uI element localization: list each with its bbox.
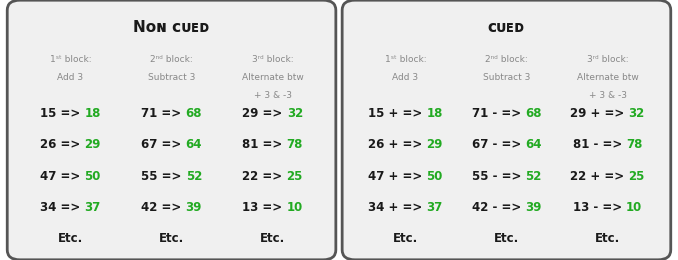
Text: Etc.: Etc.: [595, 232, 620, 245]
Text: 32: 32: [629, 107, 645, 120]
Text: + 3 & -3: + 3 & -3: [589, 91, 626, 100]
Text: 64: 64: [525, 139, 542, 152]
Text: 52: 52: [525, 170, 542, 183]
Text: Add 3: Add 3: [393, 73, 418, 82]
Text: 15 =>: 15 =>: [40, 107, 85, 120]
Text: + 3 & -3: + 3 & -3: [254, 91, 292, 100]
Text: 42 =>: 42 =>: [141, 201, 186, 214]
Text: Alternate btw: Alternate btw: [577, 73, 639, 82]
Text: 3ʳᵈ block:: 3ʳᵈ block:: [252, 55, 294, 64]
Text: 29 =>: 29 =>: [242, 107, 287, 120]
Text: 81 =>: 81 =>: [242, 139, 287, 152]
Text: 52: 52: [186, 170, 202, 183]
Text: Add 3: Add 3: [58, 73, 83, 82]
Text: 64: 64: [186, 139, 202, 152]
Text: 50: 50: [85, 170, 101, 183]
Text: Alternate btw: Alternate btw: [242, 73, 304, 82]
Text: 42 - =>: 42 - =>: [472, 201, 525, 214]
Text: Subtract 3: Subtract 3: [483, 73, 530, 82]
Text: 55 =>: 55 =>: [141, 170, 186, 183]
Text: 22 =>: 22 =>: [242, 170, 287, 183]
Text: 32: 32: [287, 107, 303, 120]
Text: 37: 37: [426, 201, 443, 214]
Text: 34 + =>: 34 + =>: [368, 201, 426, 214]
Text: Subtract 3: Subtract 3: [148, 73, 195, 82]
Text: 25: 25: [629, 170, 645, 183]
Text: 29: 29: [85, 139, 101, 152]
Text: Etc.: Etc.: [159, 232, 184, 245]
Text: 37: 37: [85, 201, 101, 214]
Text: ᴄᴜᴇᴅ: ᴄᴜᴇᴅ: [487, 20, 525, 35]
Text: 71 - =>: 71 - =>: [472, 107, 525, 120]
FancyBboxPatch shape: [7, 0, 336, 260]
Text: Etc.: Etc.: [58, 232, 83, 245]
Text: 26 + =>: 26 + =>: [368, 139, 426, 152]
Text: 13 =>: 13 =>: [243, 201, 287, 214]
Text: 78: 78: [626, 139, 643, 152]
Text: 10: 10: [626, 201, 642, 214]
Text: 29 + =>: 29 + =>: [570, 107, 629, 120]
Text: 18: 18: [426, 107, 443, 120]
Text: 34 =>: 34 =>: [40, 201, 85, 214]
Text: 1ˢᵗ block:: 1ˢᵗ block:: [384, 55, 426, 64]
Text: 50: 50: [426, 170, 443, 183]
Text: 29: 29: [426, 139, 443, 152]
Text: 18: 18: [85, 107, 101, 120]
Text: 55 - =>: 55 - =>: [471, 170, 525, 183]
Text: 78: 78: [287, 139, 303, 152]
Text: 47 =>: 47 =>: [40, 170, 85, 183]
Text: 2ⁿᵈ block:: 2ⁿᵈ block:: [150, 55, 193, 64]
Text: 81 - =>: 81 - =>: [573, 139, 626, 152]
Text: 26 =>: 26 =>: [40, 139, 85, 152]
Text: 10: 10: [287, 201, 303, 214]
Text: 15 + =>: 15 + =>: [368, 107, 426, 120]
Text: 13 - =>: 13 - =>: [573, 201, 626, 214]
Text: 67 =>: 67 =>: [141, 139, 186, 152]
Text: 25: 25: [287, 170, 303, 183]
Text: 1ˢᵗ block:: 1ˢᵗ block:: [49, 55, 92, 64]
Text: 71 =>: 71 =>: [141, 107, 185, 120]
FancyBboxPatch shape: [342, 0, 671, 260]
Text: Nᴏɴ ᴄᴜᴇᴅ: Nᴏɴ ᴄᴜᴇᴅ: [134, 20, 210, 35]
Text: 2ⁿᵈ block:: 2ⁿᵈ block:: [485, 55, 528, 64]
Text: Etc.: Etc.: [393, 232, 418, 245]
Text: 68: 68: [525, 107, 541, 120]
Text: 67 - =>: 67 - =>: [471, 139, 525, 152]
Text: 47 + =>: 47 + =>: [368, 170, 426, 183]
Text: 68: 68: [185, 107, 202, 120]
Text: 39: 39: [525, 201, 541, 214]
Text: 22 + =>: 22 + =>: [570, 170, 629, 183]
Text: 39: 39: [186, 201, 202, 214]
Text: Etc.: Etc.: [260, 232, 285, 245]
Text: Etc.: Etc.: [494, 232, 519, 245]
Text: 3ʳᵈ block:: 3ʳᵈ block:: [586, 55, 629, 64]
